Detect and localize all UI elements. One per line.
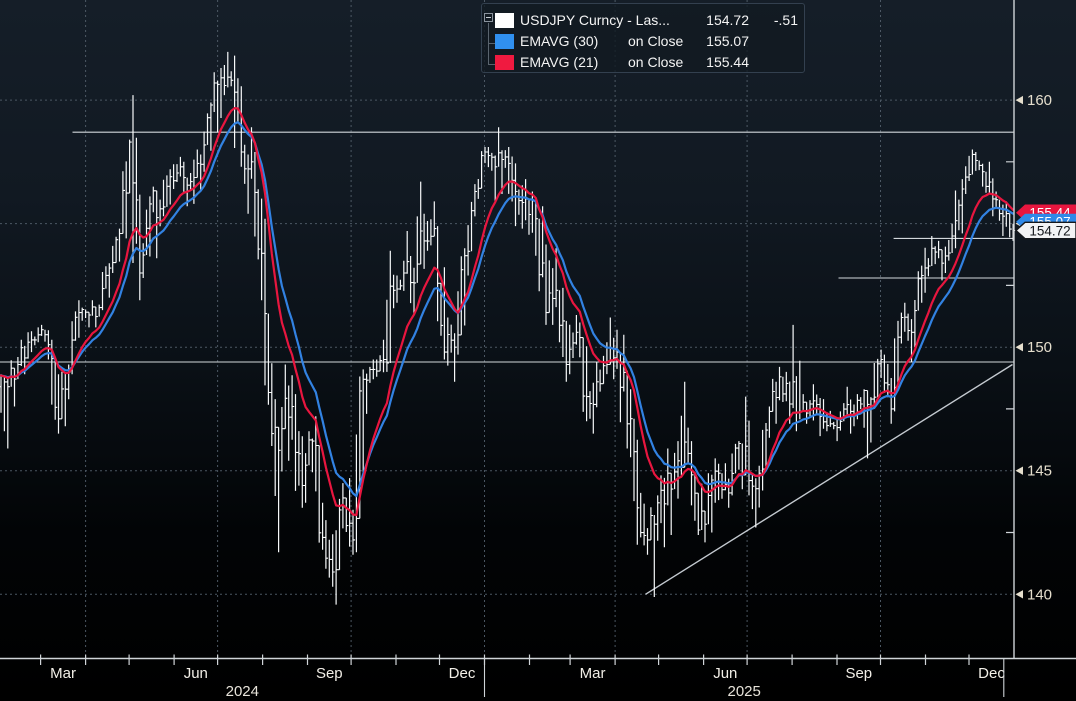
series-basis-label: on Close <box>628 33 684 49</box>
legend-row-emavg21[interactable]: EMAVG (21) on Close 155.44 <box>482 52 804 73</box>
series-basis-label: on Close <box>628 54 684 70</box>
series-swatch-usdjpy <box>495 13 514 28</box>
legend-tree-line <box>488 43 495 44</box>
series-last-value: 154.72 <box>706 12 749 28</box>
series-label: EMAVG (30) <box>520 33 599 49</box>
svg-text:160: 160 <box>1027 92 1052 109</box>
series-last-value: 155.44 <box>706 54 749 70</box>
svg-text:Jun: Jun <box>184 665 208 682</box>
trend-line[interactable] <box>645 363 1013 595</box>
price-bar-ticks <box>0 76 1016 573</box>
axes <box>0 0 1076 665</box>
svg-text:140: 140 <box>1027 586 1052 603</box>
svg-text:Mar: Mar <box>50 665 76 682</box>
legend-collapse-toggle[interactable] <box>484 13 493 22</box>
y-axis-labels: 160155150145140 <box>1015 92 1052 603</box>
series-label: EMAVG (21) <box>520 54 599 70</box>
svg-text:Dec: Dec <box>978 665 1005 682</box>
svg-text:2025: 2025 <box>728 683 761 700</box>
legend-row-emavg30[interactable]: EMAVG (30) on Close 155.07 <box>482 31 804 52</box>
svg-text:Dec: Dec <box>449 665 476 682</box>
legend-tree-line <box>488 64 495 65</box>
price-bars <box>0 51 1014 605</box>
series-last-value: 155.07 <box>706 33 749 49</box>
legend-row-usdjpy[interactable]: USDJPY Curncy - Las... 154.72 -.51 <box>482 10 804 31</box>
series-swatch-emavg30 <box>495 34 514 49</box>
x-axis-labels: Mar Jun Sep Dec Mar Jun Sep Dec 2024 2025 <box>50 658 1005 700</box>
svg-text:150: 150 <box>1027 339 1052 356</box>
grid-lines <box>0 0 1014 659</box>
chart-legend[interactable]: USDJPY Curncy - Las... 154.72 -.51 EMAVG… <box>481 3 805 73</box>
series-swatch-emavg21 <box>495 55 514 70</box>
price-tags: 155.44155.07154.72 <box>1014 204 1076 240</box>
svg-text:Mar: Mar <box>580 665 606 682</box>
price-tag <box>1014 221 1076 240</box>
svg-text:145: 145 <box>1027 463 1052 480</box>
svg-text:Sep: Sep <box>845 665 872 682</box>
series-label: USDJPY Curncy - Las... <box>520 12 670 28</box>
emavg-21-line <box>0 106 1015 517</box>
svg-text:Jun: Jun <box>713 665 737 682</box>
series-change-value: -.51 <box>773 12 798 28</box>
svg-text:2024: 2024 <box>226 683 259 700</box>
emavg-30-line <box>0 121 1015 498</box>
svg-text:154.72: 154.72 <box>1029 223 1070 238</box>
svg-text:Sep: Sep <box>316 665 343 682</box>
